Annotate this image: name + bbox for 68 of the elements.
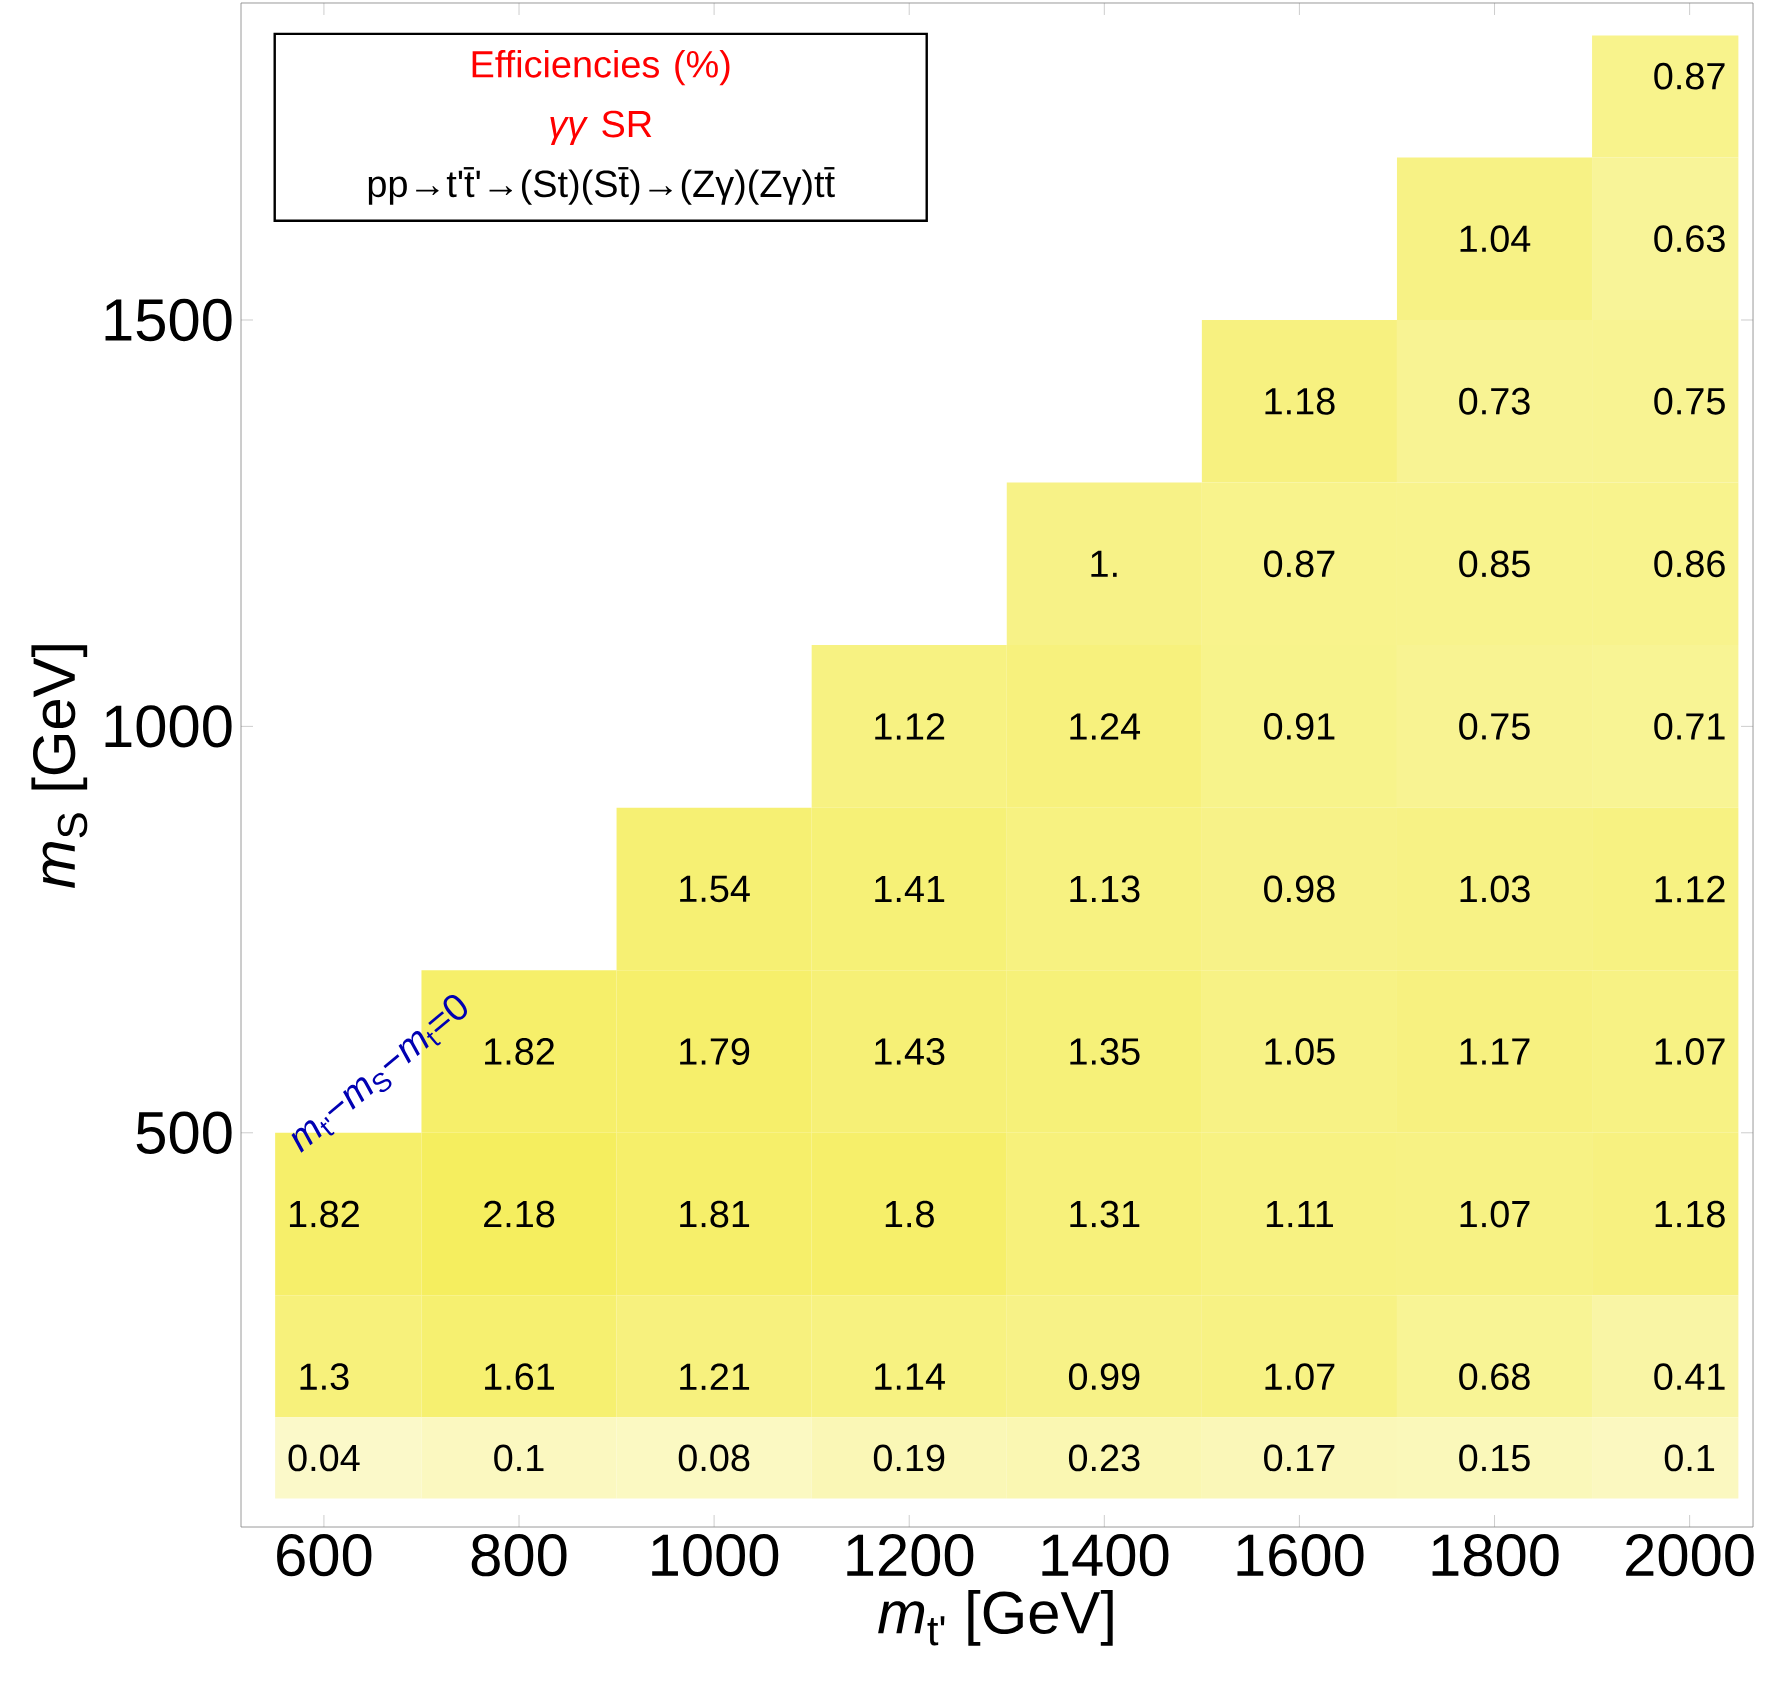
x-axis-title: m$_{t'}$ [GeV] (878, 1590, 1113, 1646)
data-label: 1.04 (1460, 225, 1531, 253)
x-tick-label: 1800 (1432, 1534, 1559, 1577)
y-tick-label: 1500 (105, 298, 232, 342)
data-label: 1.14 (875, 1363, 945, 1390)
data-label: 0.63 (1654, 225, 1725, 253)
y-tick-label: 1000 (105, 705, 232, 748)
data-label: 0.75 (1654, 387, 1725, 415)
data-label: 0.68 (1459, 1363, 1530, 1391)
data-label: 1.18 (1655, 1200, 1725, 1228)
data-label: 0.19 (873, 1444, 945, 1472)
data-label: 1.35 (1070, 1038, 1140, 1065)
data-label: 1.05 (1265, 1038, 1335, 1065)
data-label: 1.43 (875, 1038, 945, 1065)
data-label: 1.81 (680, 1200, 750, 1228)
data-label: 1.13 (1070, 875, 1140, 903)
data-label: 0.08 (678, 1444, 750, 1472)
data-label: 1.3 (300, 1363, 349, 1391)
data-label: 1.79 (680, 1038, 750, 1065)
x-tick-label: 1600 (1237, 1534, 1364, 1577)
data-label: 1.12 (1655, 875, 1725, 903)
data-label: 1.54 (680, 875, 750, 903)
annotation: pp→t't̄'→(St)(St̄)→(Zγ)(Zγ)tt̄ (368, 167, 835, 205)
data-label: 1.03 (1460, 875, 1530, 903)
data-label: 1. (1091, 550, 1117, 577)
x-tick-label: 600 (277, 1534, 372, 1577)
data-label: 1.82 (289, 1200, 359, 1228)
data-label: 1.31 (1070, 1200, 1140, 1228)
data-label: 1.07 (1655, 1038, 1725, 1065)
x-tick-label: 1000 (652, 1534, 779, 1577)
data-label: 1.21 (680, 1363, 750, 1390)
x-tick-label: 1400 (1042, 1534, 1169, 1577)
data-label: 1.11 (1266, 1201, 1333, 1228)
data-label: 1.41 (875, 875, 945, 902)
data-label: 1.07 (1460, 1200, 1530, 1228)
x-tick-label: 1200 (847, 1534, 974, 1577)
data-label: 0.17 (1264, 1444, 1335, 1472)
data-label: 0.87 (1264, 550, 1335, 578)
data-label: 0.86 (1654, 550, 1725, 578)
y-tick-label: 500 (136, 1111, 232, 1154)
data-label: 2.18 (484, 1200, 555, 1228)
data-label: 1.18 (1265, 387, 1335, 415)
data-label: 0.04 (288, 1444, 360, 1472)
x-tick-label: 800 (471, 1534, 567, 1577)
data-label: 0.73 (1459, 387, 1530, 415)
data-label: 0.15 (1459, 1444, 1530, 1472)
data-label: 0.75 (1459, 712, 1530, 740)
data-label: 0.1 (1664, 1444, 1715, 1472)
x-tick-label: 2000 (1626, 1534, 1754, 1577)
data-label: 0.23 (1068, 1444, 1140, 1472)
text: γγ SR (550, 110, 652, 145)
data-label: 0.71 (1654, 712, 1725, 740)
data-label: 0.41 (1654, 1363, 1725, 1391)
data-label: 0.87 (1654, 62, 1725, 90)
data-label: 1.24 (1070, 713, 1141, 740)
data-label: 1.12 (875, 713, 945, 740)
text: Efficiencies (%) (472, 49, 730, 86)
data-label: 1.82 (485, 1038, 554, 1065)
data-label: 0.91 (1264, 712, 1335, 740)
data-label: 0.99 (1068, 1363, 1140, 1391)
data-label: 0.85 (1459, 550, 1530, 578)
y-axis-title: m$_{S}$ [GeV] (31, 645, 88, 889)
data-label: 1.07 (1265, 1363, 1335, 1391)
data-label: 0.98 (1264, 875, 1335, 903)
data-label: 1.17 (1460, 1038, 1530, 1065)
data-label: 0.1 (494, 1444, 544, 1472)
data-label: 1.8 (885, 1200, 934, 1228)
data-label: 1.61 (485, 1363, 554, 1391)
